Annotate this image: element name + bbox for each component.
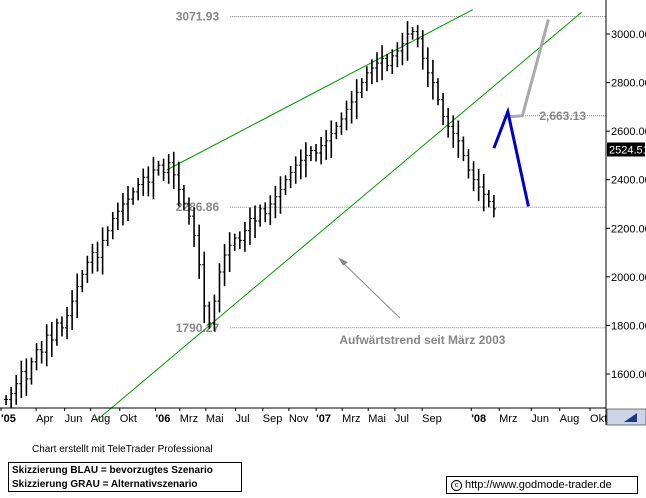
level-label: 2,663.13 xyxy=(539,109,586,123)
x-tick-label: Jul xyxy=(236,413,250,425)
y-tick-label: 3000.00 xyxy=(611,29,646,41)
x-axis: '05 Apr Jun Aug Okt '06 Mrz Mai Jul Sep Nov '07 Mrz M… xyxy=(0,408,607,425)
annotation-group: Aufwärtstrend seit März 2003 xyxy=(338,257,506,347)
trend-lines xyxy=(96,9,583,421)
x-tick-label: Okt xyxy=(120,413,137,425)
x-tick-label: '06 xyxy=(156,413,171,425)
annotation-arrowhead xyxy=(338,257,348,266)
y-tick-label: 2000.00 xyxy=(611,272,646,284)
trend-line-lower xyxy=(96,11,583,421)
legend-line-grey: Skizzierung GRAU = Alternativszenario xyxy=(12,479,198,490)
y-tick-label: 2200.00 xyxy=(611,223,646,235)
x-tick-label: Aug xyxy=(560,413,580,425)
x-tick-label: '08 xyxy=(471,413,486,425)
x-tick-label: Sep xyxy=(422,413,442,425)
x-tick-label: Nov xyxy=(289,413,309,425)
x-tick-label: Jul xyxy=(395,413,409,425)
x-tick-label: Jun xyxy=(531,413,549,425)
level-label: 1790.27 xyxy=(176,321,220,335)
scenario-lines xyxy=(492,19,550,207)
x-tick-label: Okt xyxy=(590,413,607,425)
y-tick-label: 2800.00 xyxy=(611,78,646,90)
plot-area xyxy=(0,0,606,408)
trend-annotation: Aufwärtstrend seit März 2003 xyxy=(339,333,505,347)
y-tick-label: 1600.00 xyxy=(611,369,646,381)
price-bars xyxy=(4,20,496,409)
chart-credit: Chart erstellt mit TeleTrader Profession… xyxy=(32,444,213,455)
annotation-arrow xyxy=(342,261,401,319)
legend-line-blue: Skizzierung BLAU = bevorzugtes Szenario xyxy=(12,465,213,476)
level-label: 3071.93 xyxy=(176,10,220,24)
last-price-box xyxy=(607,142,645,157)
x-tick-label: Mrz xyxy=(342,413,360,425)
x-tick-label: '07 xyxy=(316,413,331,425)
x-tick-label: Jun xyxy=(65,413,83,425)
copyright-icon: c xyxy=(451,479,462,491)
x-tick-label: '05 xyxy=(1,413,16,425)
horizontal-levels: 3071.93 2,663.13 2286.86 1790.27 xyxy=(176,10,606,335)
level-label: 2286.86 xyxy=(176,200,220,214)
y-tick-label: 2400.00 xyxy=(611,175,646,187)
x-tick-label: Mrz xyxy=(499,413,517,425)
trend-line-upper xyxy=(166,9,473,171)
x-tick-label: Mrz xyxy=(180,413,198,425)
scroll-corner[interactable] xyxy=(606,408,646,426)
x-tick-label: Aug xyxy=(91,413,111,425)
source-url[interactable]: http://www.godmode-trader.de xyxy=(465,479,612,491)
x-tick-label: Mai xyxy=(368,413,386,425)
x-tick-label: Apr xyxy=(36,413,53,425)
x-tick-label: Sep xyxy=(263,413,283,425)
corner-arrow-icon[interactable] xyxy=(624,413,637,422)
scenario-legend: Skizzierung BLAU = bevorzugtes Szenario … xyxy=(8,462,242,492)
y-tick-label: 1800.00 xyxy=(611,320,646,332)
scenario-blue xyxy=(492,106,530,207)
x-tick-label: Mai xyxy=(206,413,224,425)
y-axis: 1600.00 1800.00 2000.00 2200.00 2400.00 2600.… xyxy=(606,29,646,381)
scenario-grey xyxy=(510,19,550,119)
source-url-box[interactable]: c http://www.godmode-trader.de xyxy=(446,476,638,494)
last-price-label: 2524.51 xyxy=(609,144,646,156)
y-tick-label: 2600.00 xyxy=(611,126,646,138)
